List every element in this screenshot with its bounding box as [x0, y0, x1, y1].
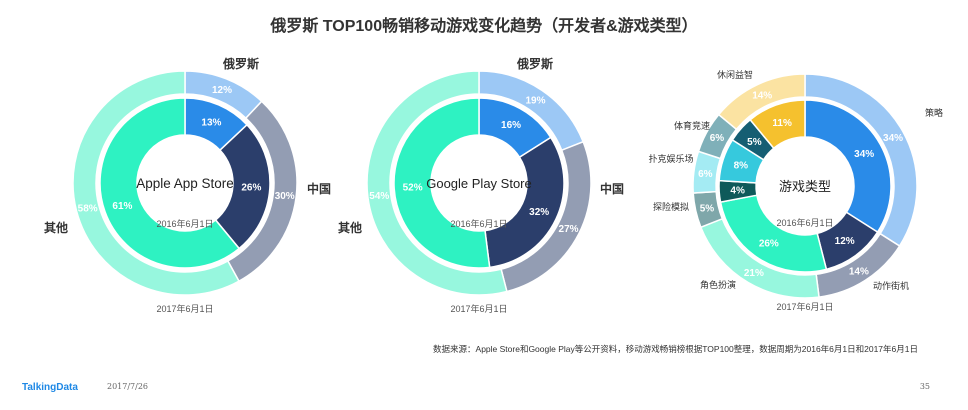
- data-label: 5%: [747, 137, 762, 148]
- data-label: 26%: [759, 238, 779, 249]
- outer-ring-segment: [366, 70, 508, 296]
- center-label: Google Play Store: [426, 176, 532, 191]
- center-label: Apple App Store: [136, 176, 234, 191]
- outer-ring-segment: [72, 70, 240, 296]
- data-label: 52%: [403, 183, 423, 194]
- category-label: 中国: [600, 181, 624, 196]
- category-label: 扑克娱乐场: [648, 153, 693, 164]
- donut-chart-1: 13% 26% 61% 12% 30% 58% Apple App Store 2016年6月…: [44, 56, 331, 314]
- inner-ring-segment: [804, 99, 892, 234]
- inner-ring-date-label: 2016年6月1日: [450, 218, 507, 229]
- inner-ring-date-label: 2016年6月1日: [776, 217, 833, 228]
- outer-ring-segment: [717, 73, 806, 131]
- data-label: 26%: [241, 183, 261, 194]
- data-label: 14%: [849, 266, 869, 277]
- category-label: 策略: [925, 107, 943, 118]
- data-label: 30%: [275, 191, 295, 202]
- category-label: 其他: [338, 220, 362, 235]
- category-label: 体育竞速: [674, 120, 710, 131]
- category-label: 其他: [44, 220, 68, 235]
- data-label: 27%: [559, 224, 579, 235]
- inner-ring-segment: [214, 123, 271, 250]
- inner-ring-segment: [719, 194, 828, 273]
- outer-ring-date-label: 2017年6月1日: [450, 303, 507, 314]
- brand-logo: TalkingData: [22, 382, 78, 393]
- data-label: 58%: [78, 203, 98, 214]
- category-label: 动作街机: [873, 280, 909, 291]
- data-label: 5%: [700, 203, 715, 214]
- data-label: 6%: [710, 133, 725, 144]
- donut-chart-3: 34% 12% 26% 4% 8% 5% 11% 34% 14% 21% 5% 6% 6% 14% 游戏类型…: [648, 69, 943, 312]
- category-label: 探险模拟: [653, 201, 689, 212]
- data-label: 54%: [369, 191, 389, 202]
- data-label: 14%: [752, 91, 772, 102]
- outer-ring-date-label: 2017年6月1日: [156, 303, 213, 314]
- data-label: 21%: [744, 268, 764, 279]
- category-label: 俄罗斯: [516, 56, 553, 71]
- category-label: 休闲益智: [717, 69, 753, 80]
- category-label: 俄罗斯: [222, 56, 259, 71]
- page-title: 俄罗斯 TOP100畅销移动游戏变化趋势（开发者&游戏类型）: [270, 18, 698, 35]
- center-label: 游戏类型: [779, 179, 831, 194]
- data-label: 16%: [501, 120, 521, 131]
- data-label: 12%: [212, 85, 232, 96]
- inner-ring-date-label: 2016年6月1日: [156, 218, 213, 229]
- data-label: 4%: [730, 186, 745, 197]
- inner-ring-segment: [99, 97, 241, 269]
- data-label: 19%: [525, 95, 545, 106]
- inner-ring-segment: [484, 136, 565, 269]
- data-label: 32%: [529, 207, 549, 218]
- footer-date: 2017/7/26: [107, 382, 149, 391]
- category-label: 中国: [307, 181, 331, 196]
- page-number: 35: [919, 382, 930, 391]
- data-label: 6%: [698, 169, 713, 180]
- data-label: 8%: [734, 161, 749, 172]
- inner-ring-segment: [749, 99, 806, 150]
- donut-chart-2: 16% 32% 52% 19% 27% 54% Google Play Store 2016年…: [338, 56, 624, 314]
- outer-ring-date-label: 2017年6月1日: [776, 301, 833, 312]
- category-label: 角色扮演: [700, 279, 736, 290]
- data-label: 12%: [835, 236, 855, 247]
- data-label: 61%: [112, 201, 132, 212]
- data-label: 34%: [854, 149, 874, 160]
- data-label: 34%: [883, 133, 903, 144]
- data-label: 13%: [201, 117, 221, 128]
- source-note: 数据来源：Apple Store和Google Play等公开资料，移动游戏畅销…: [433, 344, 918, 354]
- data-label: 11%: [772, 118, 792, 129]
- inner-ring-segment: [393, 97, 491, 269]
